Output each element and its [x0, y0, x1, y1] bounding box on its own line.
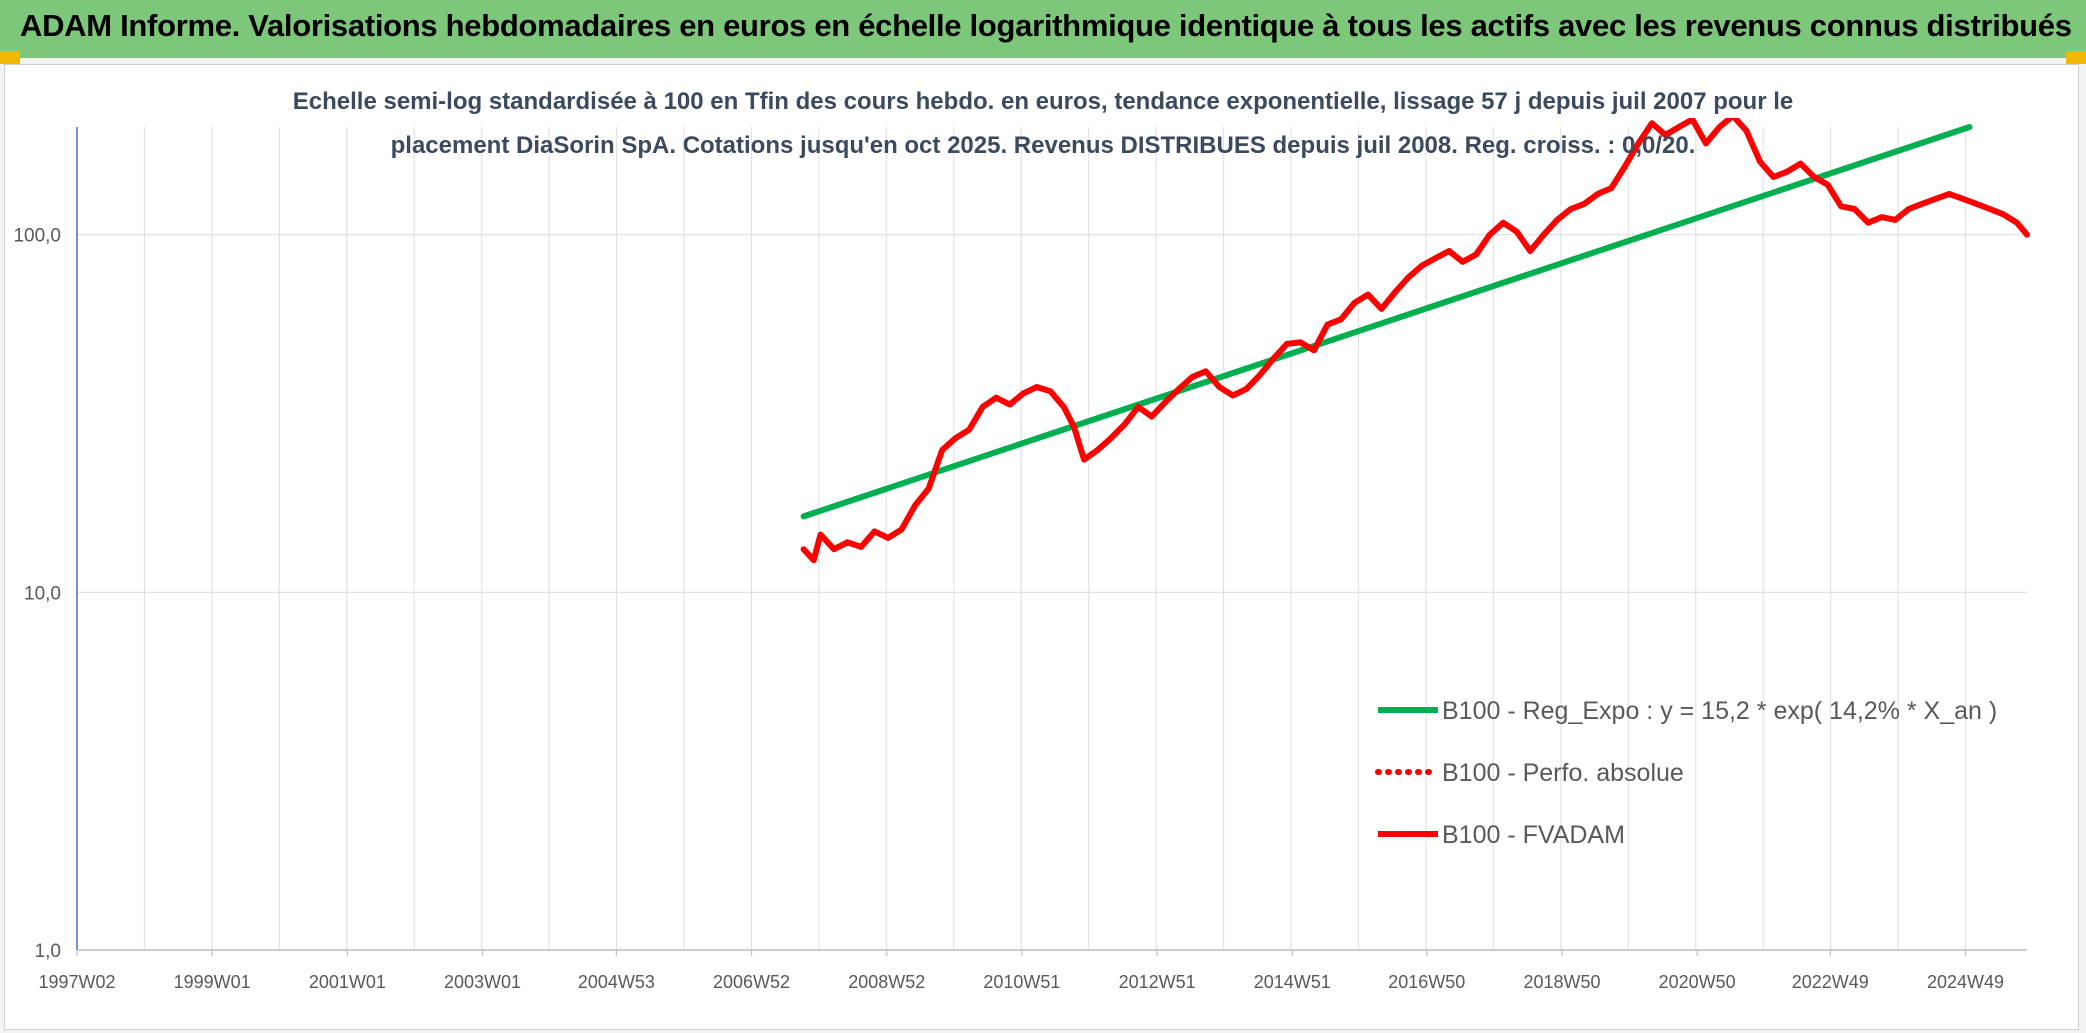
chart-panel: [4, 64, 2079, 1030]
y-tick-label: 10,0: [24, 583, 61, 604]
x-tick-label: 2012W51: [1119, 972, 1196, 992]
legend-label-2: B100 - FVADAM: [1442, 821, 1625, 849]
x-tick-label: 2003W01: [444, 972, 521, 992]
x-tick-label: 2010W51: [983, 972, 1060, 992]
x-tick-label: 2020W50: [1659, 972, 1736, 992]
x-tick-label: 2022W49: [1792, 972, 1869, 992]
x-tick-label: 1999W01: [174, 972, 251, 992]
x-tick-label: 2018W50: [1523, 972, 1600, 992]
series-line-0: [800, 124, 1973, 520]
x-tick-label: 2006W52: [713, 972, 790, 992]
x-tick-label: 2001W01: [309, 972, 386, 992]
corner-marker-left: [0, 51, 20, 64]
x-tick-label: 2024W49: [1927, 972, 2004, 992]
legend-label-1: B100 - Perfo. absolue: [1442, 759, 1684, 787]
series-group: [800, 118, 2030, 564]
legend-label-0: B100 - Reg_Expo : y = 15,2 * exp( 14,2% …: [1442, 697, 1997, 725]
report-title: ADAM Informe. Valorisations hebdomadaire…: [20, 8, 2072, 43]
x-tick-label: 2008W52: [848, 972, 925, 992]
report-header: ADAM Informe. Valorisations hebdomadaire…: [0, 0, 2086, 58]
chart-subtitle-line-1: Echelle semi-log standardisée à 100 en T…: [292, 88, 1794, 115]
x-tick-label: 2016W50: [1388, 972, 1465, 992]
x-tick-label: 2004W53: [578, 972, 655, 992]
series-line-2: [800, 118, 2030, 564]
y-tick-label: 1,0: [35, 941, 61, 962]
corner-marker-right: [2066, 51, 2086, 64]
y-tick-label: 100,0: [13, 226, 61, 247]
chart-subtitle-line-2: placement DiaSorin SpA. Cotations jusqu'…: [390, 132, 1696, 159]
x-tick-label: 2014W51: [1254, 972, 1331, 992]
x-tick-label: 1997W02: [38, 972, 115, 992]
